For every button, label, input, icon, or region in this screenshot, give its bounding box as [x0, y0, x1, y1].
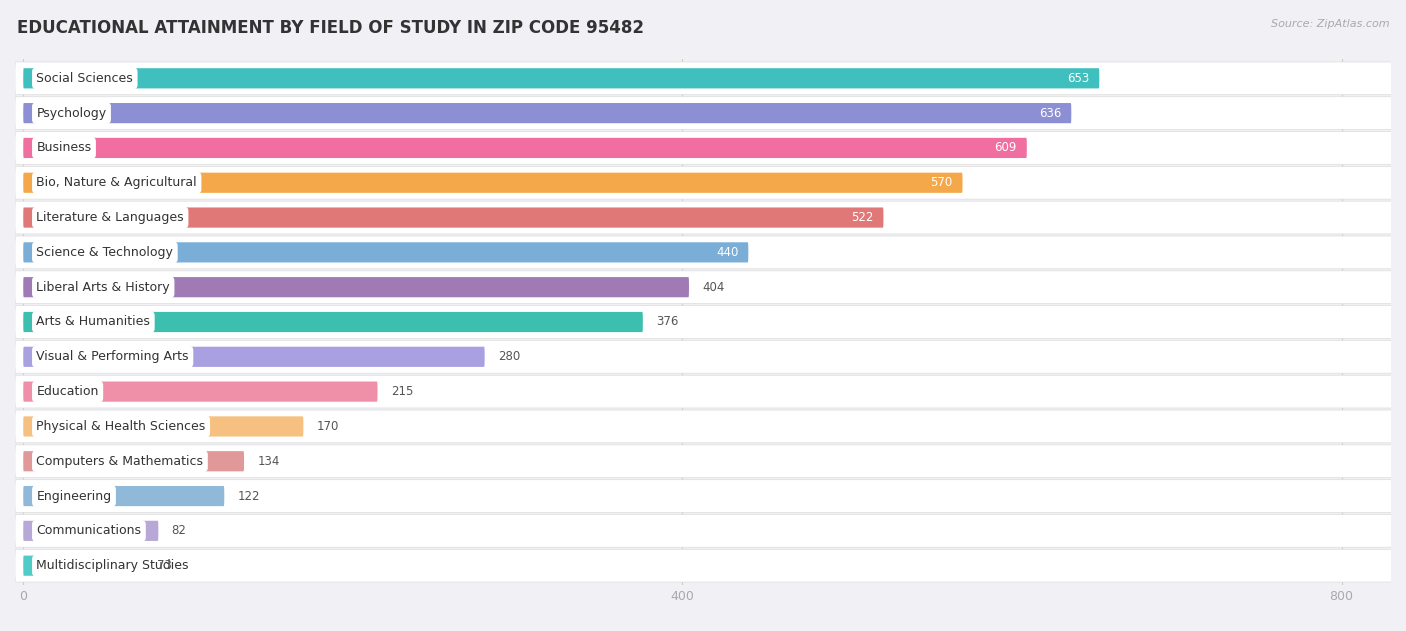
FancyBboxPatch shape: [15, 550, 1399, 582]
FancyBboxPatch shape: [24, 416, 304, 437]
Text: 609: 609: [994, 141, 1017, 155]
Text: Physical & Health Sciences: Physical & Health Sciences: [37, 420, 205, 433]
Text: 215: 215: [391, 385, 413, 398]
FancyBboxPatch shape: [15, 62, 1399, 95]
Text: EDUCATIONAL ATTAINMENT BY FIELD OF STUDY IN ZIP CODE 95482: EDUCATIONAL ATTAINMENT BY FIELD OF STUDY…: [17, 19, 644, 37]
Text: Liberal Arts & History: Liberal Arts & History: [37, 281, 170, 293]
FancyBboxPatch shape: [15, 480, 1399, 512]
FancyBboxPatch shape: [15, 375, 1399, 408]
Text: Visual & Performing Arts: Visual & Performing Arts: [37, 350, 188, 363]
FancyBboxPatch shape: [15, 305, 1399, 338]
Text: 522: 522: [851, 211, 873, 224]
Text: 73: 73: [156, 559, 172, 572]
Text: Psychology: Psychology: [37, 107, 107, 120]
FancyBboxPatch shape: [24, 242, 748, 262]
FancyBboxPatch shape: [15, 445, 1399, 478]
FancyBboxPatch shape: [24, 521, 159, 541]
Text: Engineering: Engineering: [37, 490, 111, 502]
Text: 280: 280: [498, 350, 520, 363]
Text: 134: 134: [257, 455, 280, 468]
FancyBboxPatch shape: [15, 341, 1399, 373]
Text: 653: 653: [1067, 72, 1090, 85]
Text: Computers & Mathematics: Computers & Mathematics: [37, 455, 204, 468]
Text: Multidisciplinary Studies: Multidisciplinary Studies: [37, 559, 188, 572]
Text: Literature & Languages: Literature & Languages: [37, 211, 184, 224]
Text: 170: 170: [316, 420, 339, 433]
Text: 376: 376: [657, 316, 679, 329]
FancyBboxPatch shape: [15, 132, 1399, 164]
FancyBboxPatch shape: [24, 382, 378, 402]
FancyBboxPatch shape: [24, 555, 143, 575]
Text: 82: 82: [172, 524, 187, 538]
Text: 440: 440: [716, 246, 738, 259]
FancyBboxPatch shape: [15, 97, 1399, 129]
FancyBboxPatch shape: [24, 68, 1099, 88]
Text: 122: 122: [238, 490, 260, 502]
FancyBboxPatch shape: [15, 236, 1399, 269]
FancyBboxPatch shape: [15, 410, 1399, 443]
FancyBboxPatch shape: [15, 167, 1399, 199]
Text: Arts & Humanities: Arts & Humanities: [37, 316, 150, 329]
FancyBboxPatch shape: [24, 312, 643, 332]
FancyBboxPatch shape: [24, 277, 689, 297]
FancyBboxPatch shape: [15, 201, 1399, 234]
FancyBboxPatch shape: [24, 138, 1026, 158]
Text: Business: Business: [37, 141, 91, 155]
Text: 636: 636: [1039, 107, 1062, 120]
Text: Education: Education: [37, 385, 98, 398]
FancyBboxPatch shape: [24, 173, 963, 193]
Text: 570: 570: [931, 176, 953, 189]
FancyBboxPatch shape: [24, 451, 245, 471]
FancyBboxPatch shape: [24, 103, 1071, 123]
FancyBboxPatch shape: [15, 271, 1399, 304]
Text: Social Sciences: Social Sciences: [37, 72, 134, 85]
Text: Source: ZipAtlas.com: Source: ZipAtlas.com: [1271, 19, 1389, 29]
Text: Science & Technology: Science & Technology: [37, 246, 173, 259]
Text: 404: 404: [702, 281, 724, 293]
Text: Bio, Nature & Agricultural: Bio, Nature & Agricultural: [37, 176, 197, 189]
FancyBboxPatch shape: [15, 514, 1399, 547]
FancyBboxPatch shape: [24, 486, 225, 506]
FancyBboxPatch shape: [24, 208, 883, 228]
FancyBboxPatch shape: [24, 346, 485, 367]
Text: Communications: Communications: [37, 524, 142, 538]
